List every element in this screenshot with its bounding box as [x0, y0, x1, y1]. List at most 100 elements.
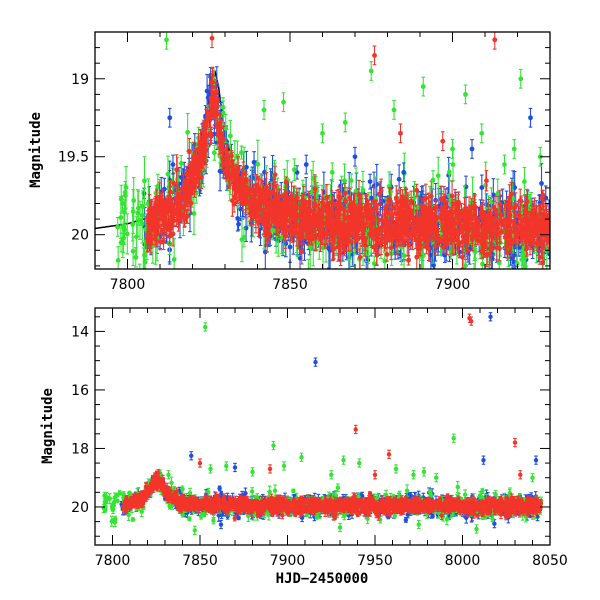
top-red-point [497, 235, 502, 262]
top-red-point [378, 178, 384, 203]
bottom-green-point [187, 516, 192, 522]
bottom-red-point [224, 501, 229, 506]
top-green-outlier-point [281, 92, 286, 113]
top-blue-outlier-point [528, 107, 533, 128]
top-red-point [469, 228, 475, 252]
top-red-point [298, 231, 304, 246]
bottom-red-outlier-point [197, 458, 203, 468]
top-green-outlier-point [164, 32, 169, 50]
bottom-green-point [130, 517, 136, 522]
top-red-point [340, 203, 346, 215]
top-red-point [342, 243, 347, 257]
bottom-red-point [533, 504, 538, 510]
top-red-point [157, 202, 163, 227]
bottom-x-tick-label: 7800 [95, 553, 131, 569]
top-red-point [225, 155, 231, 176]
top-red-point [228, 162, 234, 186]
bottom-green-outlier-point [474, 524, 479, 534]
top-green-outlier-point [368, 61, 374, 81]
bottom-green-outlier-point [341, 455, 346, 465]
top-red-point [438, 235, 444, 248]
top-red-point [513, 192, 519, 218]
top-y-tick-label: 20 [71, 228, 89, 244]
top-red-point [406, 203, 412, 223]
top-red-point [406, 255, 411, 266]
top-red-point [181, 178, 187, 202]
top-red-point [459, 230, 465, 254]
top-red-point [352, 226, 358, 249]
top-red-point [400, 196, 405, 215]
bottom-red-point [519, 509, 524, 515]
top-red-point [512, 213, 518, 240]
top-blue-outlier-point [167, 107, 173, 128]
top-green-point [142, 242, 147, 269]
bottom-red-outlier-point [267, 464, 273, 474]
bottom-blue-point [217, 485, 222, 492]
bottom-red-point [405, 507, 410, 513]
bottom-green-outlier-point [271, 440, 276, 451]
top-blue-outlier-point [401, 162, 407, 183]
top-red-point [240, 183, 246, 204]
top-green-outlier-point [391, 100, 397, 120]
top-red-point [147, 224, 153, 240]
bottom-green-outlier-point [208, 464, 213, 474]
bottom-red-point [187, 498, 192, 505]
top-green-point [522, 166, 527, 197]
top-red-point [331, 214, 337, 241]
bottom-red-outlier-point [512, 437, 518, 448]
bottom-blue-outlier-point [481, 455, 486, 465]
top-red-outlier-point [209, 32, 215, 49]
top-red-point [480, 203, 486, 232]
bottom-green-point [291, 488, 296, 493]
top-red-point [177, 193, 183, 214]
bottom-red-outlier-point [386, 449, 392, 459]
top-red-point [338, 198, 344, 217]
bottom-blue-outlier-point [488, 312, 493, 322]
bottom-green-outlier-point [416, 519, 421, 530]
top-green-point [122, 184, 128, 201]
bottom-green-outlier-point [329, 470, 334, 480]
top-red-point [416, 226, 422, 250]
top-blue-outlier-point [170, 154, 176, 175]
top-red-point [170, 221, 176, 247]
top-green-outlier-point [518, 68, 524, 89]
top-x-tick-label: 7800 [110, 277, 146, 293]
top-red-point [539, 189, 545, 206]
bottom-red-point [506, 499, 512, 505]
top-red-point [403, 223, 409, 240]
bottom-green-point [127, 490, 132, 496]
top-red-point [441, 185, 447, 211]
top-red-point [243, 173, 249, 207]
bottom-green-outlier-point [337, 522, 343, 533]
top-red-point [305, 200, 311, 218]
top-blue-point [243, 213, 249, 243]
top-red-point [522, 216, 528, 245]
top-red-point [447, 210, 453, 242]
bottom-red-point [216, 496, 221, 503]
bottom-green-outlier-point [250, 467, 255, 477]
top-green-point [435, 156, 441, 195]
bottom-green-point [462, 489, 468, 501]
top-red-point [469, 211, 475, 226]
top-red-point [384, 221, 390, 239]
top-red-point [270, 204, 276, 217]
top-red-point [240, 161, 246, 187]
top-red-point [524, 213, 530, 230]
bottom-green-outlier-point [393, 464, 399, 474]
top-red-point [282, 189, 287, 203]
top-red-point [534, 225, 540, 244]
top-blue-point [235, 205, 241, 232]
top-red-point [384, 247, 390, 262]
top-blue-point [396, 164, 402, 195]
top-red-point [194, 158, 200, 180]
top-red-point [237, 182, 243, 195]
bottom-red-point [365, 503, 370, 509]
top-red-point [201, 119, 207, 133]
top-red-point [290, 225, 296, 243]
top-green-outlier-point [115, 216, 121, 237]
top-green-point [142, 156, 147, 206]
top-red-point [247, 192, 252, 211]
top-red-point [503, 199, 509, 211]
bottom-red-point [437, 496, 443, 502]
